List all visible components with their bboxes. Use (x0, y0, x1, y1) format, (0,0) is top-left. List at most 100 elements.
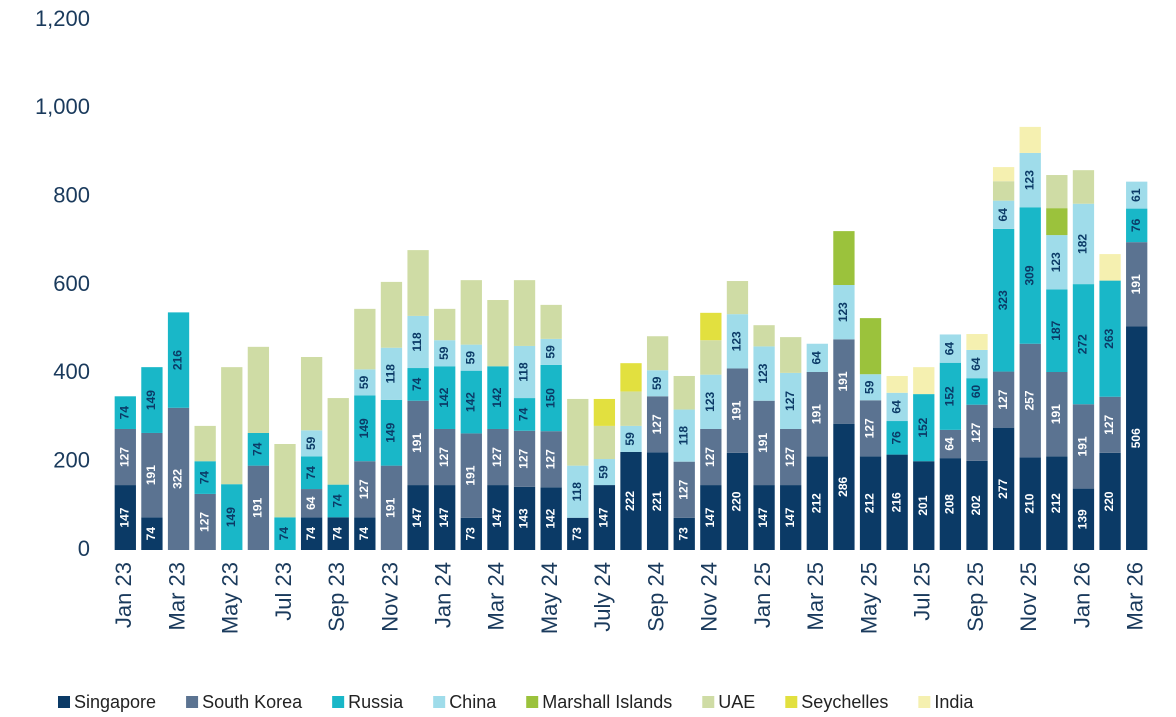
data-label: 191 (1076, 436, 1090, 456)
x-tick-label: May 24 (537, 562, 562, 634)
bar-segment (1019, 457, 1041, 550)
bar-segment (833, 285, 855, 340)
x-tick-label: May 25 (856, 562, 881, 634)
data-label: 118 (570, 482, 584, 502)
data-label: 309 (1022, 265, 1036, 285)
data-label: 127 (117, 447, 131, 467)
y-tick-label: 1,200 (35, 6, 90, 31)
bar-segment (407, 250, 429, 316)
bar-segment (1046, 289, 1068, 373)
data-label: 74 (277, 527, 291, 541)
data-label: 191 (384, 497, 398, 517)
data-label: 59 (437, 346, 451, 360)
data-label: 123 (730, 331, 744, 351)
data-label: 59 (650, 376, 664, 390)
bar-segment (700, 374, 722, 429)
data-label: 118 (676, 426, 690, 446)
data-label: 73 (570, 527, 584, 541)
bar-segment (300, 356, 323, 431)
bar-segment (1099, 254, 1121, 281)
bar-segment (833, 231, 855, 285)
data-label: 74 (410, 377, 424, 391)
data-label: 74 (330, 527, 344, 541)
data-label: 127 (676, 479, 690, 499)
bar-segment (300, 489, 323, 518)
bar-segment (992, 427, 1015, 550)
data-label: 263 (1102, 328, 1116, 348)
data-label: 73 (463, 527, 477, 541)
bar-segment (141, 367, 163, 433)
data-label: 118 (410, 332, 424, 352)
bar-segment (859, 456, 882, 550)
data-label: 149 (144, 390, 158, 410)
bar-segment (274, 444, 296, 518)
data-label: 60 (969, 384, 983, 398)
data-label: 127 (517, 448, 531, 468)
bar-segment (567, 517, 589, 550)
legend-label: China (449, 692, 497, 712)
data-label: 74 (144, 527, 158, 541)
bar-segment (673, 461, 695, 518)
data-label: 123 (836, 302, 850, 322)
data-label: 59 (543, 345, 557, 359)
data-label: 147 (437, 507, 451, 527)
bar-segment (700, 312, 722, 341)
bar-segment (620, 451, 642, 550)
data-label: 118 (384, 364, 398, 384)
bar-segment (780, 428, 802, 486)
data-label: 123 (703, 391, 717, 411)
bar-segment (1099, 452, 1121, 550)
bar-segment (806, 343, 828, 373)
bar-segment (673, 409, 695, 462)
bar-segment (1099, 280, 1121, 397)
bar-segment (354, 517, 376, 550)
bar-segment (939, 429, 962, 459)
data-label: 212 (863, 493, 877, 513)
bar-segment (380, 465, 403, 550)
bar-segment (753, 325, 775, 347)
bar-segment (354, 308, 376, 370)
bar-segment (806, 456, 828, 550)
bar-segment (354, 395, 376, 462)
data-label: 74 (304, 527, 318, 541)
data-label: 127 (490, 447, 504, 467)
bar-segment (513, 430, 536, 487)
legend-label: Marshall Islands (542, 692, 672, 712)
bar-segment (380, 281, 403, 348)
x-tick-label: Sep 23 (324, 562, 349, 632)
x-tick-label: Nov 25 (1016, 562, 1041, 632)
data-label: 139 (1076, 509, 1090, 529)
x-tick-label: Nov 23 (377, 562, 402, 632)
data-label: 323 (996, 290, 1010, 310)
bar-segment (460, 280, 482, 345)
data-label: 127 (357, 479, 371, 499)
bar-segment (327, 517, 349, 550)
data-label: 127 (437, 447, 451, 467)
data-label: 220 (1102, 491, 1116, 511)
bar-segment (1126, 208, 1148, 243)
data-label: 127 (650, 414, 664, 434)
bar-segment (913, 394, 935, 462)
data-label: 286 (836, 477, 850, 497)
data-label: 74 (357, 527, 371, 541)
data-label: 187 (1049, 320, 1063, 340)
x-tick-label: Nov 24 (697, 562, 722, 632)
data-label: 59 (463, 351, 477, 365)
data-label: 191 (1129, 274, 1143, 294)
data-label: 221 (650, 491, 664, 511)
bar-segment (1126, 326, 1148, 550)
bar-segment (274, 517, 296, 550)
data-label: 216 (171, 350, 185, 370)
bar-segment (540, 431, 562, 488)
data-label: 191 (836, 371, 850, 391)
x-tick-label: Sep 25 (963, 562, 988, 632)
bar-segment (966, 334, 988, 350)
data-label: 147 (756, 507, 770, 527)
bar-segment (646, 396, 669, 453)
bar-segment (407, 400, 429, 486)
bar-segment (434, 428, 456, 486)
bar-segment (540, 338, 562, 365)
bar-segment (859, 400, 882, 457)
x-tick-label: Sep 24 (643, 562, 668, 632)
